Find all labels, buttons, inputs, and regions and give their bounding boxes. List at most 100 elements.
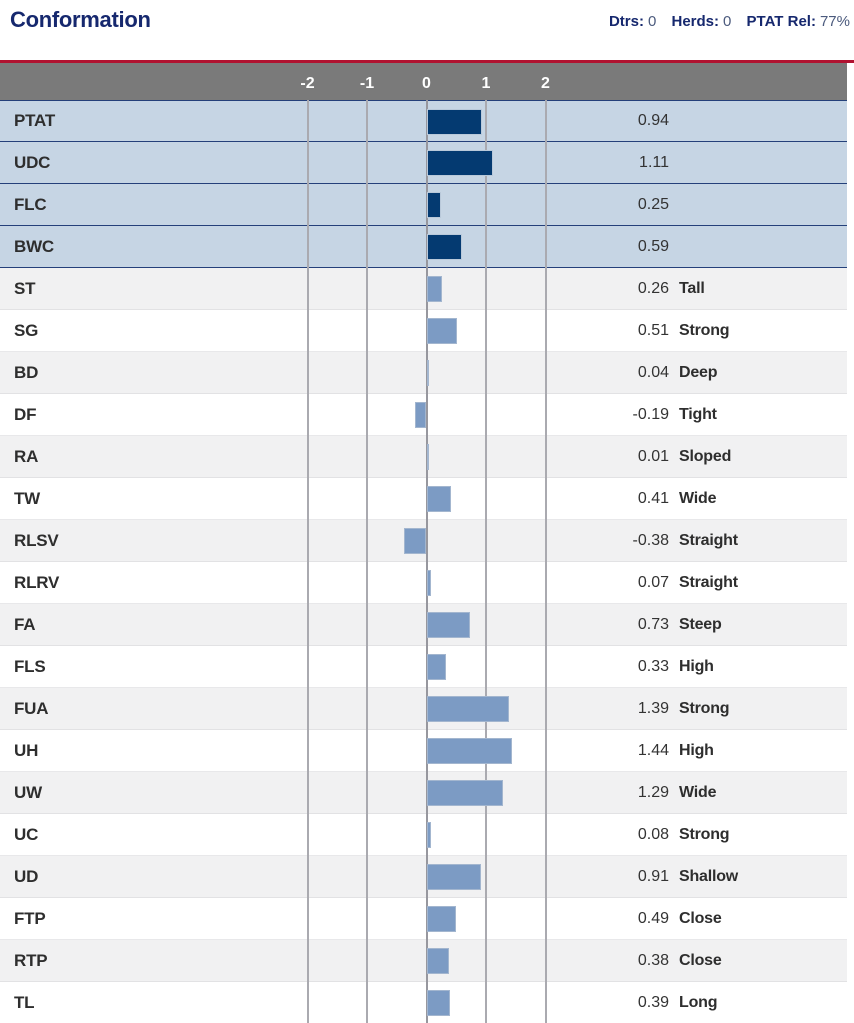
trait-value: 1.44	[637, 741, 669, 759]
trait-value: 0.08	[637, 825, 669, 843]
trait-descriptor: High	[679, 657, 714, 675]
gridline	[485, 100, 487, 1023]
table-row: TW 0.41 Wide	[0, 478, 847, 520]
trait-descriptor: High	[679, 741, 714, 759]
table-row: FLS 0.33 High	[0, 646, 847, 688]
trait-bar	[426, 822, 432, 848]
trait-label: FLS	[14, 656, 46, 676]
trait-descriptor: Wide	[679, 489, 717, 507]
table-row: PTAT 0.94	[0, 100, 847, 142]
stat-dtrs-value: 0	[647, 13, 657, 30]
stat-dtrs: Dtrs: 0	[609, 13, 656, 30]
trait-label: TW	[14, 488, 41, 508]
page-title: Conformation	[10, 7, 151, 32]
table-row: BD 0.04 Deep	[0, 352, 847, 394]
gridline	[544, 100, 547, 1023]
stat-dtrs-label: Dtrs:	[608, 13, 644, 30]
trait-bar	[415, 402, 427, 428]
trait-descriptor: Strong	[679, 825, 730, 843]
trait-bar	[426, 570, 431, 596]
trait-bar	[426, 990, 450, 1016]
header-stats: Dtrs: 0 Herds: 0 PTAT Rel: 77%	[598, 13, 850, 30]
table-row: TL 0.39 Long	[0, 982, 847, 1023]
trait-label: UW	[14, 782, 42, 802]
trait-bar	[426, 696, 510, 722]
trait-descriptor: Close	[679, 909, 722, 927]
stat-ptat-rel-value: 77%	[819, 13, 850, 30]
trait-label: BWC	[14, 236, 54, 256]
axis-header: -2 -1 0 1 2	[0, 63, 847, 100]
trait-value: -0.19	[632, 405, 669, 423]
trait-label: FLC	[14, 194, 47, 214]
trait-bar	[426, 360, 429, 386]
trait-value: 0.04	[637, 363, 669, 381]
gridline	[306, 100, 309, 1023]
red-accent-line	[0, 60, 854, 63]
trait-label: PTAT	[14, 111, 56, 130]
trait-descriptor: Straight	[679, 573, 738, 591]
zero-gridline	[425, 100, 428, 1023]
trait-label: FUA	[14, 698, 49, 718]
table-row: SG 0.51 Strong	[0, 310, 847, 352]
trait-label: FA	[14, 614, 36, 634]
trait-bar	[426, 192, 442, 218]
trait-label: TL	[14, 992, 35, 1012]
trait-label: RA	[14, 446, 39, 466]
axis-tick-2: 2	[541, 75, 550, 92]
stat-ptat-rel: PTAT Rel: 77%	[747, 13, 850, 30]
table-row: RLSV -0.38 Straight	[0, 520, 847, 562]
trait-descriptor: Strong	[679, 699, 730, 717]
trait-value: 0.33	[637, 657, 669, 675]
trait-value: 0.07	[637, 573, 669, 591]
trait-value: 0.41	[637, 489, 669, 507]
table-row: UC 0.08 Strong	[0, 814, 847, 856]
trait-bar	[426, 444, 429, 470]
trait-label: SG	[14, 320, 39, 340]
axis-tick--2: -2	[300, 75, 315, 92]
trait-bar	[426, 780, 504, 806]
trait-bar	[426, 948, 450, 974]
trait-descriptor: Steep	[679, 615, 722, 633]
table-row: RLRV 0.07 Straight	[0, 562, 847, 604]
trait-bar	[426, 738, 513, 764]
trait-descriptor: Tight	[679, 405, 717, 423]
trait-value: 0.91	[637, 867, 669, 885]
table-row: FA 0.73 Steep	[0, 604, 847, 646]
trait-descriptor: Straight	[679, 531, 738, 549]
trait-value: 0.39	[637, 993, 669, 1011]
table-row: UD 0.91 Shallow	[0, 856, 847, 898]
trait-bar	[426, 150, 493, 176]
trait-bar	[426, 906, 456, 932]
trait-value: 0.59	[637, 237, 669, 255]
trait-bar	[426, 654, 447, 680]
trait-value: 0.51	[637, 321, 669, 339]
trait-descriptor: Tall	[679, 279, 705, 297]
table-row: BWC 0.59	[0, 226, 847, 268]
table-row: ST 0.26 Tall	[0, 268, 847, 310]
trait-bar	[426, 864, 481, 890]
table-row: RA 0.01 Sloped	[0, 436, 847, 478]
trait-value: 0.94	[637, 112, 669, 129]
trait-bar	[426, 486, 451, 512]
trait-label: BD	[14, 362, 39, 382]
trait-value: 0.73	[637, 615, 669, 633]
trait-descriptor: Close	[679, 951, 722, 969]
trait-value: 1.39	[637, 699, 669, 717]
trait-descriptor: Shallow	[679, 867, 739, 885]
trait-label: UH	[14, 740, 39, 760]
trait-label: DF	[14, 404, 37, 424]
report-header: Conformation Dtrs: 0 Herds: 0 PTAT Rel: 77%	[0, 0, 854, 60]
trait-value: -0.38	[632, 531, 669, 549]
trait-value: 0.49	[637, 909, 669, 927]
axis-tick-0: 0	[422, 75, 431, 92]
trait-descriptor: Sloped	[679, 447, 732, 465]
stat-herds-label: Herds:	[671, 13, 719, 30]
trait-chart: PTAT 0.94 UDC 1.11 FLC 0.25 BWC 0.59 ST 0.26 Tall S…	[0, 100, 847, 1023]
trait-bar	[426, 318, 457, 344]
trait-value: 0.25	[637, 195, 669, 213]
table-row: RTP 0.38 Close	[0, 940, 847, 982]
trait-label: ST	[14, 278, 36, 298]
trait-label: UD	[14, 866, 39, 886]
trait-value: 1.11	[639, 153, 669, 171]
